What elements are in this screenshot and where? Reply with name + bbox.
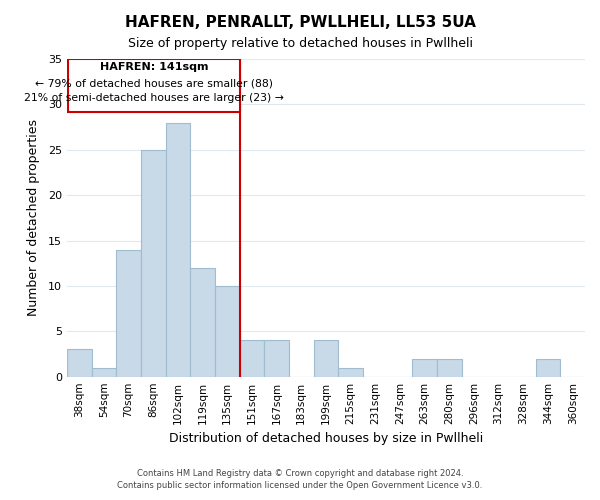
Bar — [67, 350, 92, 376]
Bar — [166, 122, 190, 376]
Bar — [215, 286, 239, 376]
Text: ← 79% of detached houses are smaller (88)
21% of semi-detached houses are larger: ← 79% of detached houses are smaller (88… — [24, 78, 284, 103]
Text: HAFREN: 141sqm: HAFREN: 141sqm — [100, 62, 208, 72]
Bar — [338, 368, 363, 376]
Text: Contains HM Land Registry data © Crown copyright and database right 2024.
Contai: Contains HM Land Registry data © Crown c… — [118, 468, 482, 490]
Bar — [92, 368, 116, 376]
Bar — [412, 358, 437, 376]
Bar — [239, 340, 264, 376]
Bar — [314, 340, 338, 376]
Bar — [264, 340, 289, 376]
Bar — [437, 358, 461, 376]
Bar — [141, 150, 166, 376]
Text: Size of property relative to detached houses in Pwllheli: Size of property relative to detached ho… — [128, 38, 473, 51]
Bar — [536, 358, 560, 376]
FancyBboxPatch shape — [68, 59, 239, 112]
Text: HAFREN, PENRALLT, PWLLHELI, LL53 5UA: HAFREN, PENRALLT, PWLLHELI, LL53 5UA — [125, 15, 475, 30]
Y-axis label: Number of detached properties: Number of detached properties — [26, 120, 40, 316]
X-axis label: Distribution of detached houses by size in Pwllheli: Distribution of detached houses by size … — [169, 432, 483, 445]
Bar — [190, 268, 215, 376]
Bar — [116, 250, 141, 376]
